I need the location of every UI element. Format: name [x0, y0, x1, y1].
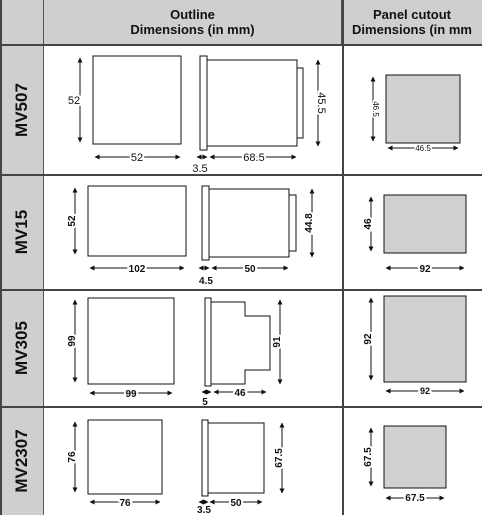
dim-label: 46 — [234, 388, 246, 399]
grid-line — [0, 289, 482, 291]
dim-label: 3.5 — [192, 163, 207, 175]
cutout-subtitle: Dimensions (in mm — [352, 22, 472, 37]
model-cell-mv15: MV15 — [0, 175, 44, 289]
dim-label: 44.8 — [304, 213, 315, 233]
header-outline: Outline Dimensions (in mm) — [44, 0, 342, 44]
dim-label: 76 — [67, 451, 78, 463]
side-body — [211, 301, 271, 385]
grid-line — [0, 406, 482, 408]
dim-label: 5 — [202, 397, 208, 408]
front-view — [87, 185, 187, 257]
dim-label: 91 — [272, 336, 283, 348]
grid-line — [0, 174, 482, 176]
side-body — [207, 422, 265, 494]
side-bezel — [201, 419, 209, 497]
side-bezel — [201, 185, 210, 261]
dim-label: 76 — [119, 498, 131, 509]
dim-label: 46.5 — [415, 144, 431, 153]
grid-line — [342, 0, 344, 515]
header-cutout: Panel cutout Dimensions (in mm — [342, 0, 482, 44]
grid-line — [0, 0, 2, 515]
dim-label: 50 — [244, 264, 256, 275]
front-view — [87, 419, 163, 495]
dim-label: 92 — [419, 264, 431, 275]
dim-label: 46.5 — [371, 101, 380, 117]
front-view — [92, 55, 182, 145]
dim-label: 52 — [68, 95, 80, 107]
side-bezel — [204, 297, 212, 387]
model-cell-mv2307: MV2307 — [0, 407, 44, 515]
cutout — [383, 194, 467, 254]
dim-label: 67.5 — [405, 493, 425, 504]
dim-label: 68.5 — [243, 152, 264, 164]
grid-line — [0, 44, 482, 46]
front-view — [87, 297, 175, 385]
dim-label: 99 — [125, 389, 137, 400]
dim-label: 92 — [363, 333, 374, 345]
dim-label: 50 — [230, 498, 242, 509]
outline-subtitle: Dimensions (in mm) — [130, 22, 255, 37]
dim-label: 46 — [363, 218, 374, 230]
cutout — [383, 425, 447, 489]
dim-label: 52 — [67, 215, 78, 227]
side-rear — [289, 194, 297, 252]
side-bezel — [199, 55, 208, 151]
cutout-title: Panel cutout — [372, 7, 451, 22]
cutout — [383, 295, 467, 383]
model-cell-mv305: MV305 — [0, 290, 44, 406]
side-body — [208, 188, 290, 258]
outline-title: Outline — [170, 7, 215, 22]
model-cell-mv507: MV507 — [0, 45, 44, 174]
side-body — [206, 59, 298, 147]
dim-label: 92 — [420, 386, 430, 396]
header-left-blank — [0, 0, 44, 44]
cutout — [385, 74, 461, 144]
dim-label: 3.5 — [197, 505, 211, 515]
dim-label: 52 — [131, 152, 143, 164]
side-rear — [297, 67, 304, 139]
dim-label: 4.5 — [199, 276, 213, 287]
dim-label: 102 — [129, 264, 146, 275]
dim-label: 67.5 — [363, 447, 374, 467]
dim-label: 45.5 — [315, 92, 327, 113]
dim-label: 67.5 — [274, 448, 285, 468]
dim-label: 99 — [67, 335, 78, 347]
